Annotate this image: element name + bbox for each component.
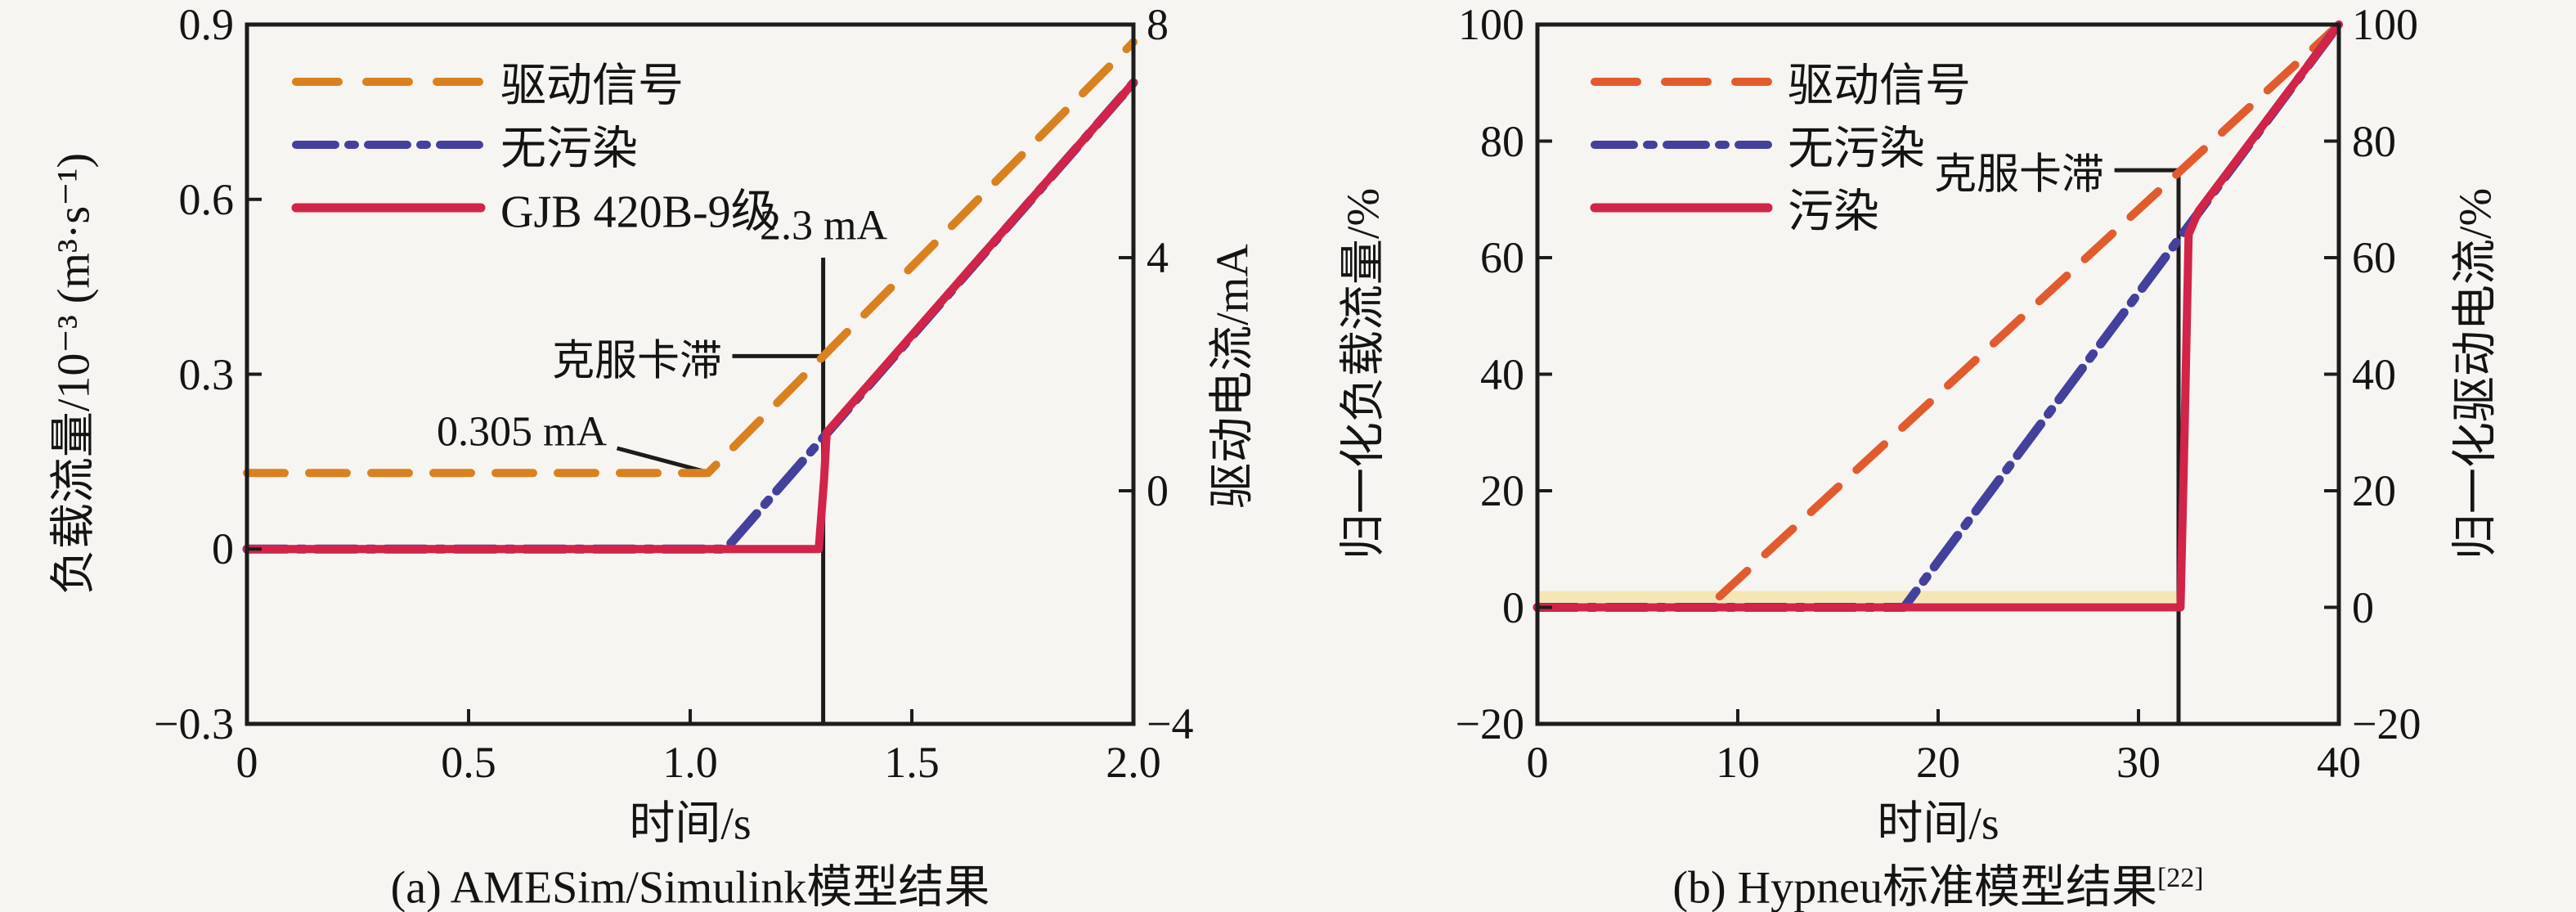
chart-b-band: [1537, 591, 2181, 603]
chart-b-series-1: [1533, 20, 2344, 612]
chart-b-series-0: [1533, 20, 2343, 612]
chart-a-series-2: [243, 79, 1138, 554]
chart-b-plot-box: [1535, 22, 2341, 726]
chart-a-plot-box: [245, 22, 1136, 726]
chart-a-annotation-line: [616, 446, 710, 475]
chart-b-series-2: [1533, 20, 2343, 612]
chart-a-series-1: [242, 78, 1138, 554]
chart-a-series-0: [243, 38, 1138, 478]
